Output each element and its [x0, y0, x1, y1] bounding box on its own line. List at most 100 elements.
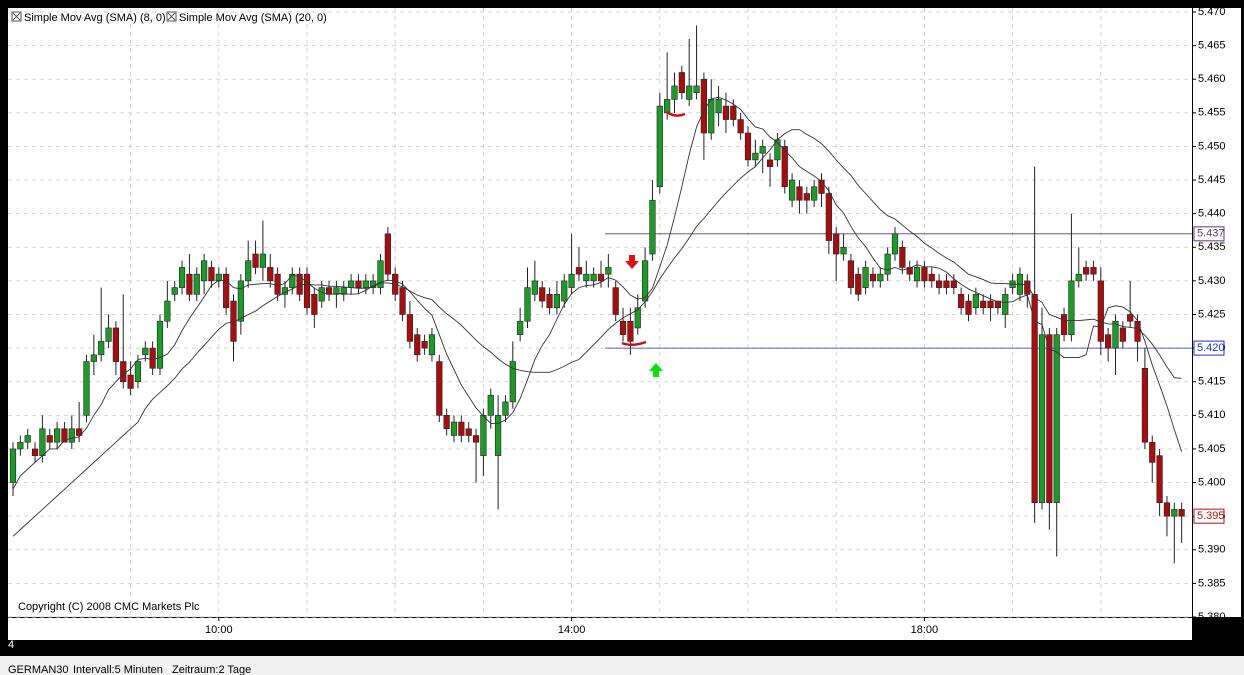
legend-icon[interactable] — [167, 12, 176, 21]
candle-body — [509, 361, 516, 403]
candle-body — [913, 267, 921, 282]
y-tick-label: 5.410 — [1198, 409, 1226, 421]
y-tick-label: 5.425 — [1198, 308, 1226, 320]
candle-body — [877, 273, 884, 282]
candle-body — [656, 105, 663, 188]
candle-body — [803, 193, 810, 201]
candle-body — [1105, 334, 1112, 349]
candle-body — [612, 287, 619, 315]
candle-body — [1024, 280, 1031, 295]
candle-body — [818, 179, 825, 194]
candle-body — [318, 287, 325, 302]
candle-body — [83, 361, 90, 416]
y-tick-label: 5.460 — [1198, 73, 1226, 85]
status-symbol: GERMAN30 — [8, 664, 69, 675]
candle-body — [340, 287, 347, 295]
legend-icon[interactable] — [12, 12, 21, 21]
candle-body — [553, 294, 560, 309]
candle-body — [134, 361, 142, 383]
candle-body — [627, 320, 634, 342]
candle-body — [53, 428, 61, 443]
candle-body — [215, 273, 222, 282]
candle-body — [428, 334, 436, 356]
legend-entry: Simple Mov Avg (SMA) (8, 0) — [24, 12, 166, 24]
candle-body — [766, 159, 774, 167]
candle-body — [994, 300, 1001, 309]
candle-body — [884, 253, 891, 275]
candle-body — [156, 320, 164, 369]
candle-body — [796, 186, 803, 201]
candle-body — [619, 320, 627, 335]
candle-body — [39, 428, 46, 456]
copyright: Copyright (C) 2008 CMC Markets Plc — [18, 601, 200, 613]
y-tick-label: 5.390 — [1198, 544, 1226, 556]
candle-body — [1083, 267, 1090, 275]
candle-body — [164, 300, 171, 322]
candle-body — [1112, 320, 1119, 349]
candle-body — [605, 267, 612, 275]
marker-stroke — [666, 110, 686, 117]
y-tick-label: 5.465 — [1198, 40, 1226, 52]
candle-body — [891, 233, 899, 255]
corner-label: 4 — [8, 639, 14, 651]
candle-body — [583, 273, 590, 282]
candle-body — [899, 246, 906, 268]
candle-body — [693, 85, 700, 93]
candle-body — [24, 435, 31, 443]
candle-body — [303, 273, 311, 309]
y-tick-label: 5.415 — [1198, 376, 1226, 388]
candle-body — [414, 334, 421, 356]
candle-body — [149, 347, 156, 369]
y-tick-label: 5.470 — [1198, 6, 1226, 18]
candle-body — [965, 300, 972, 315]
candle-body — [671, 85, 678, 100]
candle-body — [17, 441, 24, 450]
candle-body — [259, 253, 267, 268]
price-label: 5.395 — [1197, 510, 1225, 522]
candle-body — [377, 260, 384, 288]
candle-body — [311, 294, 318, 315]
candle-body — [421, 341, 428, 349]
candle-body — [664, 99, 671, 114]
candle-body — [98, 341, 105, 356]
candle-body — [869, 273, 877, 282]
candle-body — [921, 267, 928, 282]
candle-body — [208, 267, 215, 282]
candle-body — [31, 448, 39, 456]
candle-body — [950, 280, 957, 288]
candle-body — [76, 428, 83, 436]
candle-body — [347, 280, 355, 288]
candle-body — [972, 294, 979, 309]
marker-stroke — [621, 340, 647, 346]
y-tick-label: 5.435 — [1198, 241, 1226, 253]
candle-body — [987, 300, 994, 309]
candle-body — [325, 287, 333, 295]
x-tick-label: 18:00 — [911, 624, 939, 636]
candle-body — [811, 186, 818, 201]
candle-body — [90, 354, 97, 362]
candle-body — [1053, 334, 1060, 504]
candle-body — [700, 78, 707, 134]
y-tick-label: 5.445 — [1198, 174, 1226, 186]
price-label: 5.420 — [1197, 342, 1225, 354]
candle-body — [406, 314, 414, 342]
candle-body — [524, 287, 531, 322]
y-tick-label: 5.405 — [1198, 443, 1226, 455]
legend-entry: Simple Mov Avg (SMA) (20, 0) — [179, 12, 327, 24]
candle-body — [502, 401, 509, 416]
candle-body — [61, 428, 68, 443]
candle-body — [120, 361, 127, 383]
candle-body — [634, 307, 641, 329]
candle-body — [274, 273, 281, 295]
candle-body — [472, 435, 480, 443]
candle-body — [252, 253, 259, 268]
candle-body — [458, 421, 465, 436]
candle-body — [142, 347, 149, 356]
candle-body — [186, 273, 193, 295]
candle-body — [958, 294, 965, 309]
candle-body — [1068, 280, 1075, 335]
candle-body — [788, 179, 796, 201]
price-box — [1193, 340, 1225, 356]
candle-body — [744, 132, 752, 161]
